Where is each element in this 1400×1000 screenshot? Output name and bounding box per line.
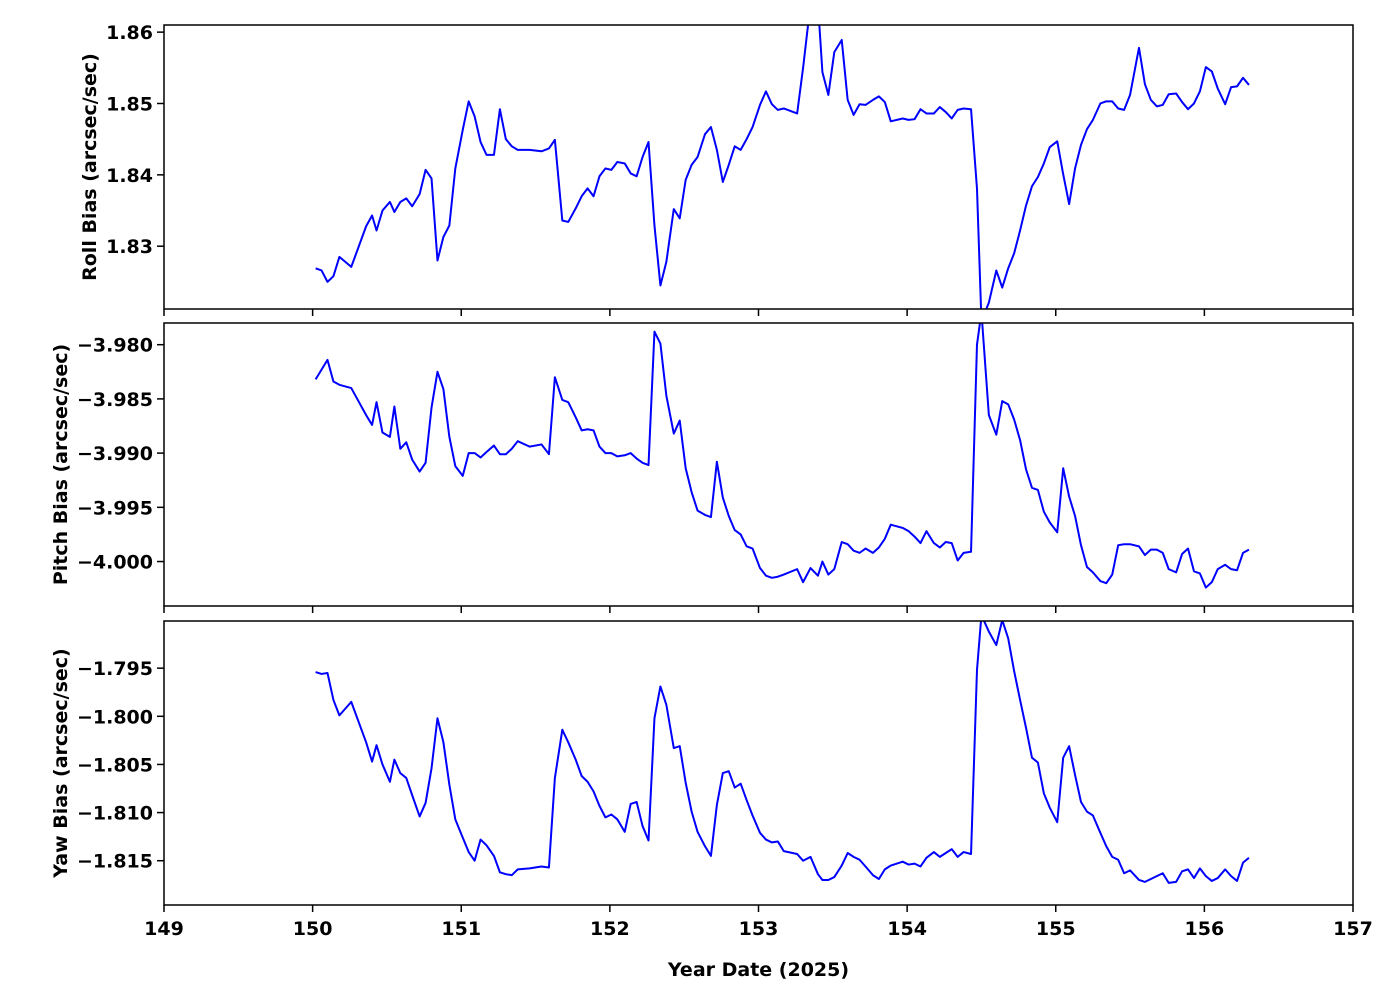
x-tick-label: 155 (1036, 918, 1076, 940)
x-tick-label: 157 (1333, 918, 1373, 940)
y-tick-label: 1.85 (106, 93, 153, 115)
x-axis-label: Year Date (2025) (667, 959, 849, 981)
data-line (314, 323, 1250, 589)
y-tick-label: −1.795 (77, 658, 153, 680)
axes-frame (163, 24, 1354, 310)
panel: −1.815 −1.810 −1.805 −1.800 −1.795 149 150 151 1… (50, 620, 1373, 981)
data-line (315, 25, 1250, 309)
y-tick-label: 1.86 (106, 22, 153, 44)
y-tick-label: −1.815 (77, 851, 153, 873)
y-tick-label: −3.995 (77, 497, 153, 519)
y-axis-label: Roll Bias (arcsec/sec) (79, 53, 101, 281)
x-tick-label: 153 (739, 918, 779, 940)
y-tick-label: −3.985 (77, 389, 153, 411)
y-axis-label: Yaw Bias (arcsec/sec) (50, 648, 72, 878)
axes-frame (163, 620, 1354, 906)
y-tick-label: −1.810 (77, 803, 153, 825)
x-tick-label: 154 (887, 918, 927, 940)
y-axis-label: Pitch Bias (arcsec/sec) (50, 344, 72, 585)
y-tick-label: 1.84 (106, 165, 153, 187)
y-tick-label: −3.980 (77, 335, 153, 357)
x-tick-label: 152 (590, 918, 630, 940)
y-tick-label: 1.83 (106, 236, 153, 258)
x-tick-label: 149 (144, 918, 184, 940)
y-tick-label: −3.990 (77, 443, 153, 465)
x-tick-label: 156 (1185, 918, 1225, 940)
y-tick-label: −1.800 (77, 706, 153, 728)
x-tick-label: 151 (441, 918, 481, 940)
x-tick-label: 150 (293, 918, 333, 940)
y-tick-label: −4.000 (77, 552, 153, 574)
y-tick-label: −1.805 (77, 754, 153, 776)
data-line (315, 621, 1250, 884)
